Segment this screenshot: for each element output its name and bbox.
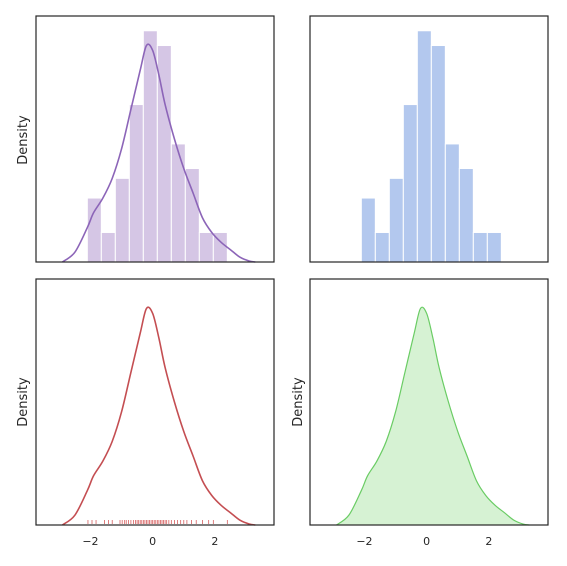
top-left-hist-bar-3	[128, 104, 144, 263]
top-left-hist-bar-0	[86, 197, 102, 263]
top-right-hist-bar-1	[374, 231, 390, 263]
top-right-axes-frame	[309, 15, 549, 263]
bottom-left-kde-line	[61, 306, 256, 526]
top-right-hist-bar-2	[388, 177, 404, 263]
top-right-hist-bar-4	[416, 30, 432, 263]
top-left-kde-line	[61, 43, 256, 263]
top-left-hist-bar-6	[170, 143, 186, 263]
bottom-right-xtick-label-2: 2	[485, 535, 492, 548]
top-left-axes-frame	[35, 15, 275, 263]
bottom-right-panel: Density −2 0 2	[291, 278, 549, 548]
top-right-hist-bar-0	[360, 197, 376, 263]
top-left-hist-bar-8	[198, 231, 214, 263]
bottom-left-axes-frame	[35, 278, 275, 526]
bottom-right-xtick-label-0: −2	[356, 535, 372, 548]
top-right-hist-bar-8	[472, 231, 488, 263]
top-left-hist-bar-1	[100, 231, 116, 263]
bottom-left-xtick-label-1: 0	[149, 535, 156, 548]
top-left-panel: Density	[16, 15, 275, 263]
bottom-right-xtick-label-1: 0	[423, 535, 430, 548]
top-left-hist-bar-7	[184, 168, 200, 263]
bottom-right-axes-frame	[309, 278, 549, 526]
top-right-hist-bar-3	[402, 104, 418, 263]
top-left-hist-bar-2	[114, 177, 130, 263]
top-left-ylabel: Density	[16, 115, 31, 165]
top-right-hist-bar-7	[458, 168, 474, 263]
bottom-right-kde-line	[336, 306, 530, 526]
bottom-left-xtick-label-2: 2	[211, 535, 218, 548]
top-right-hist-bar-5	[430, 45, 446, 263]
bottom-right-ylabel: Density	[291, 377, 306, 427]
bottom-left-panel: Density −2 0 2	[16, 278, 275, 548]
bottom-right-kde-fill	[336, 307, 530, 525]
bottom-left-ylabel: Density	[16, 377, 31, 427]
top-right-panel	[309, 15, 549, 263]
top-right-hist-bar-6	[444, 143, 460, 263]
top-left-hist-bar-4	[142, 30, 158, 263]
top-right-hist-bar-9	[486, 231, 502, 263]
bottom-left-xtick-label-0: −2	[82, 535, 98, 548]
